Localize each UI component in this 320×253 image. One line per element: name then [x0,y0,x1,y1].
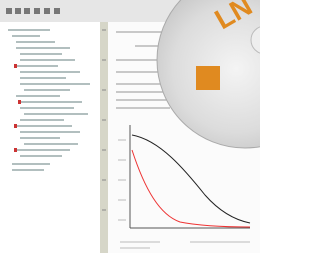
page: LN (() => { const data = JSON.parse(docu… [0,0,260,253]
screenshot: LN [0,0,260,253]
splitter [100,22,108,253]
cd-square [196,66,220,90]
